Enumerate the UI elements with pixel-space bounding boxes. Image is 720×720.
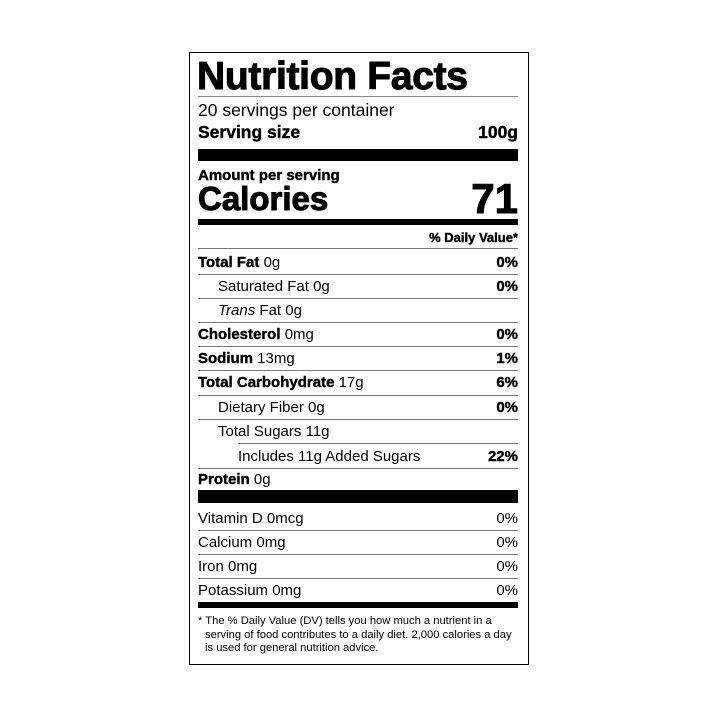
nutrient-amount: 0g bbox=[285, 301, 302, 319]
nutrient-name: Protein bbox=[198, 470, 250, 488]
divider bbox=[198, 578, 518, 579]
vitamin-amount: 0mg bbox=[272, 581, 302, 599]
nutrient-row-added-sugars: Includes 11g Added Sugars 22% bbox=[198, 444, 518, 468]
nutrient-name: Total Carbohydrate bbox=[198, 373, 335, 391]
nutrient-amount: 0g bbox=[313, 277, 330, 295]
divider bbox=[198, 248, 518, 249]
nutrient-amount: 0g bbox=[253, 470, 271, 488]
vitamin-dv: 0% bbox=[496, 557, 518, 575]
vitamin-amount: 0mg bbox=[256, 533, 286, 551]
divider bbox=[198, 298, 518, 299]
divider bbox=[198, 419, 518, 420]
divider bbox=[198, 395, 518, 396]
divider bbox=[198, 530, 518, 531]
nutrient-amount: 13mg bbox=[257, 349, 295, 367]
vitamin-dv: 0% bbox=[496, 533, 518, 551]
calories-value: 71 bbox=[471, 175, 519, 223]
nutrient-name: Trans bbox=[218, 301, 256, 319]
divider bbox=[198, 468, 518, 469]
thick-divider bbox=[198, 490, 518, 503]
amount-per-serving: Amount per serving bbox=[198, 167, 340, 184]
nutrient-amount: 0g bbox=[263, 253, 281, 271]
nutrient-name: Dietary Fiber bbox=[218, 398, 304, 416]
label-title: Nutrition Facts bbox=[197, 55, 469, 99]
calories-row: Calories 71 bbox=[197, 175, 518, 223]
nutrient-amount: 17g bbox=[338, 373, 364, 391]
nutrient-name: Saturated Fat bbox=[218, 277, 309, 295]
vitamin-name: Potassium bbox=[198, 581, 269, 599]
nutrient-dv: 1% bbox=[496, 349, 518, 367]
vitamin-amount: 0mcg bbox=[266, 509, 304, 527]
medium-divider bbox=[198, 602, 518, 608]
nutrition-facts-label: Nutrition Facts 20 servings per containe… bbox=[189, 52, 529, 665]
divider bbox=[198, 322, 518, 323]
serving-size-row: Serving size 100g bbox=[198, 120, 518, 144]
nutrient-dv: 0% bbox=[496, 398, 518, 416]
daily-value-header: % Daily Value* bbox=[429, 230, 518, 245]
divider bbox=[198, 274, 518, 275]
nutrient-name: Total Sugars bbox=[218, 422, 302, 440]
vitamin-name: Iron bbox=[198, 557, 224, 575]
footnote: * The % Daily Value (DV) tells you how m… bbox=[198, 615, 520, 656]
thick-divider bbox=[198, 149, 518, 161]
nutrient-dv: 0% bbox=[496, 277, 518, 295]
vitamin-row-vitamin-d: Vitamin D 0mcg 0% bbox=[198, 506, 518, 530]
divider bbox=[198, 554, 518, 555]
footnote-text: * The % Daily Value (DV) tells you how m… bbox=[198, 615, 512, 654]
nutrient-row-total-sugars: Total Sugars 11g bbox=[198, 419, 518, 443]
nutrient-dv: 6% bbox=[496, 373, 518, 391]
vitamin-row-calcium: Calcium 0mg 0% bbox=[198, 530, 518, 554]
nutrient-row-dietary-fiber: Dietary Fiber 0g 0% bbox=[198, 395, 518, 419]
nutrient-dv: 22% bbox=[487, 447, 518, 465]
vitamin-dv: 0% bbox=[496, 509, 518, 527]
divider bbox=[198, 370, 518, 371]
calories-label: Calories bbox=[197, 180, 329, 218]
nutrient-amount: 11g bbox=[305, 422, 330, 440]
medium-divider bbox=[198, 219, 518, 225]
vitamin-row-iron: Iron 0mg 0% bbox=[198, 554, 518, 578]
divider bbox=[198, 346, 518, 347]
vitamin-name: Vitamin D bbox=[198, 509, 263, 527]
nutrient-name: Sodium bbox=[198, 349, 253, 367]
servings-per-container: 20 servings per container bbox=[198, 100, 395, 120]
nutrient-amount: 0mg bbox=[284, 325, 314, 343]
nutrient-row-saturated-fat: Saturated Fat 0g 0% bbox=[198, 274, 518, 298]
nutrient-row-total-carbohydrate: Total Carbohydrate 17g 6% bbox=[198, 370, 518, 394]
vitamin-dv: 0% bbox=[496, 581, 518, 599]
nutrient-dv: 0% bbox=[496, 325, 518, 343]
nutrient-dv: 0% bbox=[496, 253, 518, 271]
nutrient-name: Cholesterol bbox=[198, 325, 281, 343]
vitamin-row-potassium: Potassium 0mg 0% bbox=[198, 578, 518, 602]
vitamin-amount: 0mg bbox=[228, 557, 258, 575]
nutrient-row-cholesterol: Cholesterol 0mg 0% bbox=[198, 322, 518, 346]
nutrient-row-total-fat: Total Fat 0g 0% bbox=[198, 250, 518, 274]
nutrient-row-sodium: Sodium 13mg 1% bbox=[198, 346, 518, 370]
vitamin-name: Calcium bbox=[198, 533, 253, 551]
serving-size-value: 100g bbox=[478, 121, 518, 142]
nutrient-name: Total Fat bbox=[198, 253, 260, 271]
nutrient-name-suffix: Fat bbox=[259, 301, 282, 319]
nutrient-amount: 0g bbox=[308, 398, 325, 416]
nutrient-row-trans-fat: Trans Fat 0g bbox=[198, 298, 518, 322]
divider bbox=[238, 443, 518, 444]
serving-size-label: Serving size bbox=[198, 121, 301, 142]
divider bbox=[198, 96, 518, 97]
nutrient-row-protein: Protein 0g bbox=[198, 467, 518, 491]
nutrient-name: Includes 11g Added Sugars bbox=[238, 447, 421, 465]
